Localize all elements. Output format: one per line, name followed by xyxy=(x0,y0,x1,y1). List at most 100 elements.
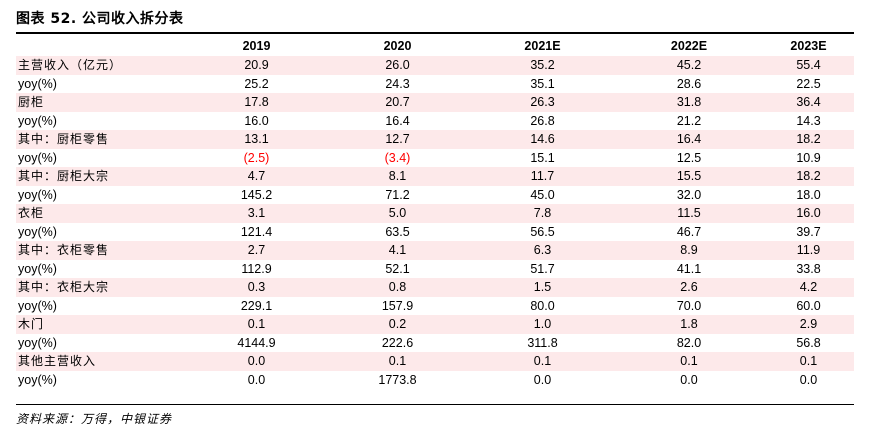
value-cell: 45.2 xyxy=(615,56,763,75)
value-cell: 16.0 xyxy=(244,113,269,128)
column-header: 2019 xyxy=(242,39,271,53)
row-label: 其中：厨柜大宗 xyxy=(16,167,188,186)
value-cell: 229.1 xyxy=(240,298,273,313)
value-cell: 17.8 xyxy=(188,93,325,112)
value-cell: 0.0 xyxy=(680,372,698,387)
header-label-cell xyxy=(16,36,188,56)
value-cell: 20.7 xyxy=(325,93,470,112)
value-cell: 6.3 xyxy=(470,241,615,260)
table-row: 其中：厨柜零售 13.1 12.7 14.6 16.4 18.2 xyxy=(16,130,854,149)
value-cell: 222.6 xyxy=(381,335,414,350)
row-label: 木门 xyxy=(16,315,188,334)
value-cell: 16.0 xyxy=(763,204,854,223)
value-cell: 11.7 xyxy=(470,167,615,186)
value-cell: 0.2 xyxy=(325,315,470,334)
row-label: yoy(%) xyxy=(18,298,57,313)
value-cell: 25.2 xyxy=(244,76,269,91)
value-cell: 80.0 xyxy=(530,298,555,313)
value-cell: 71.2 xyxy=(385,187,410,202)
table-row: 主营收入（亿元） 20.9 26.0 35.2 45.2 55.4 xyxy=(16,56,854,75)
row-label: yoy(%) xyxy=(18,261,57,276)
top-rule xyxy=(16,32,854,34)
row-label: 主营收入（亿元） xyxy=(16,56,188,75)
value-cell: 4.7 xyxy=(188,167,325,186)
value-cell: 18.0 xyxy=(796,187,821,202)
value-cell: 46.7 xyxy=(676,224,702,239)
value-cell: 0.0 xyxy=(188,352,325,371)
value-cell: 26.3 xyxy=(470,93,615,112)
row-label: yoy(%) xyxy=(18,113,57,128)
value-cell: 33.8 xyxy=(796,261,821,276)
value-cell: 18.2 xyxy=(763,167,854,186)
value-cell: 70.0 xyxy=(676,298,702,313)
value-cell: 0.1 xyxy=(325,352,470,371)
value-cell: 26.0 xyxy=(325,56,470,75)
value-cell: 31.8 xyxy=(615,93,763,112)
row-label: 厨柜 xyxy=(16,93,188,112)
value-cell: 56.5 xyxy=(530,224,555,239)
value-cell: 16.4 xyxy=(615,130,763,149)
value-cell: 4.2 xyxy=(763,278,854,297)
value-cell: 56.8 xyxy=(796,335,821,350)
value-cell: 8.9 xyxy=(615,241,763,260)
value-cell: 145.2 xyxy=(240,187,273,202)
value-cell: 11.9 xyxy=(763,241,854,260)
value-cell: 16.4 xyxy=(385,113,410,128)
value-cell: 21.2 xyxy=(676,113,702,128)
value-cell: 60.0 xyxy=(796,298,821,313)
value-cell: 2.9 xyxy=(763,315,854,334)
row-label: 其中：厨柜零售 xyxy=(16,130,188,149)
value-cell: 15.5 xyxy=(615,167,763,186)
value-cell: 2.7 xyxy=(188,241,325,260)
table-row: yoy(%) 16.0 16.4 26.8 21.2 14.3 xyxy=(16,112,854,131)
value-cell: 36.4 xyxy=(763,93,854,112)
column-header: 2021E xyxy=(524,39,561,53)
table-row: yoy(%) 112.9 52.1 51.7 41.1 33.8 xyxy=(16,260,854,279)
value-cell: 3.1 xyxy=(188,204,325,223)
value-cell: 121.4 xyxy=(240,224,273,239)
value-cell: 82.0 xyxy=(676,335,702,350)
row-label: yoy(%) xyxy=(18,224,57,239)
table-row: yoy(%) 0.0 1773.8 0.0 0.0 0.0 xyxy=(16,371,854,390)
value-cell: 35.1 xyxy=(530,76,555,91)
value-cell: 35.2 xyxy=(470,56,615,75)
table-row: yoy(%) 4144.9 222.6 311.8 82.0 56.8 xyxy=(16,334,854,353)
value-cell: 157.9 xyxy=(381,298,414,313)
table-row: yoy(%) (2.5) (3.4) 15.1 12.5 10.9 xyxy=(16,149,854,168)
value-cell: 8.1 xyxy=(325,167,470,186)
value-cell: 14.6 xyxy=(470,130,615,149)
table-row: 其他主营收入 0.0 0.1 0.1 0.1 0.1 xyxy=(16,352,854,371)
value-cell: 2.6 xyxy=(615,278,763,297)
value-cell: 11.5 xyxy=(615,204,763,223)
value-cell: 0.1 xyxy=(763,352,854,371)
table-row: yoy(%) 229.1 157.9 80.0 70.0 60.0 xyxy=(16,297,854,316)
value-cell: 0.3 xyxy=(188,278,325,297)
value-cell: 0.0 xyxy=(799,372,818,387)
value-cell: 0.1 xyxy=(188,315,325,334)
value-cell: 18.2 xyxy=(763,130,854,149)
row-label: yoy(%) xyxy=(18,150,57,165)
row-label: 其中：衣柜大宗 xyxy=(16,278,188,297)
table-row: yoy(%) 25.2 24.3 35.1 28.6 22.5 xyxy=(16,75,854,94)
table-row: 其中：衣柜大宗 0.3 0.8 1.5 2.6 4.2 xyxy=(16,278,854,297)
row-label: yoy(%) xyxy=(18,372,57,387)
row-label: yoy(%) xyxy=(18,187,57,202)
row-label: 衣柜 xyxy=(16,204,188,223)
value-cell: 4144.9 xyxy=(237,335,276,350)
value-cell: 1773.8 xyxy=(378,372,417,387)
value-cell: 24.3 xyxy=(385,76,410,91)
value-cell: 51.7 xyxy=(530,261,555,276)
row-label: 其他主营收入 xyxy=(16,352,188,371)
value-cell: 7.8 xyxy=(470,204,615,223)
value-cell: 22.5 xyxy=(796,76,821,91)
value-cell: 112.9 xyxy=(241,261,272,276)
table-row: yoy(%) 145.2 71.2 45.0 32.0 18.0 xyxy=(16,186,854,205)
bottom-rule xyxy=(16,404,854,405)
value-cell: 15.1 xyxy=(530,150,555,165)
column-header: 2023E xyxy=(790,39,827,53)
value-cell: 63.5 xyxy=(385,224,410,239)
figure-title: 图表 52. 公司收入拆分表 xyxy=(16,11,184,27)
value-cell: 39.7 xyxy=(796,224,821,239)
value-cell: 45.0 xyxy=(530,187,555,202)
value-cell: 32.0 xyxy=(676,187,702,202)
